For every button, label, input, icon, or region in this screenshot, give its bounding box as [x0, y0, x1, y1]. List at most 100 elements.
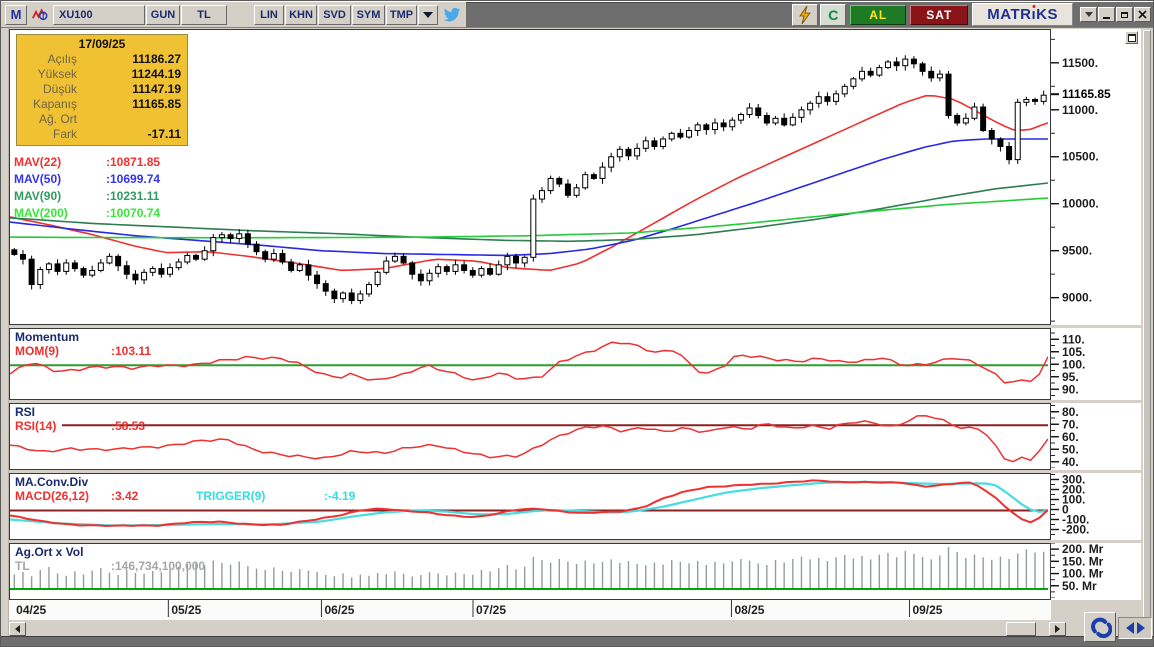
arrow-left-icon [15, 625, 20, 633]
toolbar-button-lin[interactable]: LIN [254, 4, 284, 25]
window-menu-button[interactable] [1080, 7, 1097, 22]
volume-panel: Ag.Ort x Vol TL:146,734,100,000 200. Mr 1… [9, 543, 1141, 600]
twitter-icon[interactable] [439, 5, 465, 25]
toolbar-button-tmp[interactable]: TMP [386, 4, 417, 25]
rsi-plot[interactable]: RSI RSI(14):58.53 [9, 403, 1051, 470]
toolbar-button-gun[interactable]: GUN [146, 4, 180, 25]
volume-plot[interactable]: Ag.Ort x Vol TL:146,734,100,000 [9, 543, 1051, 600]
svg-text:11165.85: 11165.85 [1062, 87, 1111, 101]
svg-text:50.: 50. [1062, 442, 1079, 456]
svg-text:110.: 110. [1062, 332, 1085, 346]
svg-text:100. Mr: 100. Mr [1062, 567, 1104, 581]
info-row: Kapanış 11165.85 [32, 97, 181, 111]
symbol-input[interactable]: XU100 [53, 4, 145, 25]
info-row: Ağ. Ort [38, 112, 77, 126]
macd-panel: MA.Conv.Div MACD(26,12):3.42 TRIGGER(9):… [9, 473, 1141, 540]
ohlc-info-box: 17/09/25 Açılış 11186.27 Yüksek 11244.19 Düş… [16, 34, 188, 146]
main-chart-panel: 17/09/25 Açılış 11186.27 Yüksek 11244.19 Düş… [9, 29, 1141, 325]
date-axis-labels: 04/25 05/25 06/25 07/25 08/25 09/25 [9, 600, 1051, 620]
svg-text:05/25: 05/25 [171, 603, 201, 617]
info-row: Düşük 11147.19 [42, 82, 181, 96]
svg-text:10000.: 10000. [1062, 197, 1099, 211]
svg-text:200.: 200. [1062, 483, 1085, 497]
period-nav [1118, 617, 1152, 639]
toolbar-button-tl[interactable]: TL [181, 4, 227, 25]
macd-title: MA.Conv.Div [15, 475, 89, 489]
mav-legend-row: MAV(50):10699.74 [14, 172, 161, 186]
app-menu-button[interactable]: M [5, 4, 27, 25]
minimize-icon [1103, 16, 1110, 19]
sell-button[interactable]: SAT [910, 4, 969, 25]
nav-left-icon[interactable] [1125, 622, 1134, 634]
flash-icon[interactable] [792, 3, 819, 26]
price-axis: 11500. 11000. 10500. 10000. 9500. 9000. 11165.… [1051, 29, 1141, 325]
svg-text:07/25: 07/25 [476, 603, 506, 617]
bottom-window-edge [1, 636, 1153, 646]
triangle-down-icon [1084, 12, 1093, 17]
svg-text:06/25: 06/25 [324, 603, 354, 617]
nav-right-icon[interactable] [1136, 622, 1145, 634]
svg-text:80.: 80. [1062, 405, 1079, 419]
macd-label: MACD(26,12):3.42 [15, 489, 139, 503]
svg-text:11000.: 11000. [1062, 103, 1098, 117]
chevron-down-icon [423, 11, 433, 18]
svg-text:90.: 90. [1062, 382, 1079, 396]
svg-text:105.: 105. [1062, 345, 1085, 359]
svg-text:150. Mr: 150. Mr [1062, 554, 1104, 568]
buy-button[interactable]: AL [850, 4, 907, 25]
rsi-title: RSI [15, 405, 36, 419]
momentum-plot[interactable]: Momentum MOM(9):103.11 [9, 328, 1051, 400]
volume-label: TL:146,734,100,000 [15, 559, 206, 573]
matriks-logo-icon [28, 5, 52, 25]
date-axis: 04/25 05/25 06/25 07/25 08/25 09/25 [9, 600, 1141, 620]
close-button[interactable] [1134, 7, 1151, 22]
svg-text:-100.: -100. [1062, 513, 1089, 527]
svg-text:09/25: 09/25 [912, 603, 942, 617]
toolbar: M XU100 GUN TL LIN KHN SVD SYM TMP [1, 1, 1153, 28]
horizontal-scrollbar [9, 620, 1141, 638]
toolbar-button-svd[interactable]: SVD [318, 4, 351, 25]
scroll-left-button[interactable] [9, 622, 26, 636]
toolbar-filler [466, 2, 793, 27]
arrow-right-icon [1055, 625, 1060, 633]
svg-text:200. Mr: 200. Mr [1062, 543, 1104, 556]
refresh-icon [1091, 617, 1112, 639]
info-row: Açılış 11186.27 [47, 52, 181, 66]
left-window-edge [1, 28, 9, 646]
volume-title: Ag.Ort x Vol [15, 545, 84, 559]
date-axis-corner [1051, 600, 1141, 620]
info-date: 17/09/25 [78, 37, 126, 51]
panel-maximize-button[interactable] [1125, 31, 1138, 44]
svg-text:100.: 100. [1062, 493, 1085, 507]
mav-legend-row: MAV(90):10231.11 [14, 189, 160, 203]
svg-text:60.: 60. [1062, 430, 1079, 444]
svg-text:0: 0 [1062, 503, 1069, 517]
minimize-button[interactable] [1098, 7, 1115, 22]
svg-text:70.: 70. [1062, 417, 1079, 431]
toolbar-button-sym[interactable]: SYM [352, 4, 385, 25]
refresh-button[interactable] [1084, 612, 1116, 642]
momentum-label: MOM(9):103.11 [15, 344, 152, 358]
rsi-axis: 80. 70. 60. 50. 40. [1051, 403, 1141, 470]
close-icon [1138, 10, 1147, 19]
restore-icon [1121, 11, 1128, 18]
rsi-panel: RSI RSI(14):58.53 80. 70. 60. 50. 40. [9, 403, 1141, 470]
macd-plot[interactable]: MA.Conv.Div MACD(26,12):3.42 TRIGGER(9):… [9, 473, 1051, 540]
restore-button[interactable] [1116, 7, 1133, 22]
scroll-right-button[interactable] [1049, 622, 1066, 636]
price-plot[interactable]: 17/09/25 Açılış 11186.27 Yüksek 11244.19 Düş… [9, 29, 1051, 325]
toolbar-button-khn[interactable]: KHN [285, 4, 317, 25]
connection-status-icon[interactable]: C [820, 3, 847, 26]
scrollbar-thumb[interactable] [1006, 622, 1036, 636]
chart-type-dropdown[interactable] [418, 4, 438, 25]
svg-text:300.: 300. [1062, 473, 1085, 487]
momentum-axis: 110. 105. 100. 95. 90. [1051, 328, 1141, 400]
svg-text:11500.: 11500. [1062, 56, 1098, 70]
momentum-title: Momentum [15, 330, 79, 344]
matriks-brand-logo: MATRı KS [972, 3, 1073, 26]
mav-legend-row: MAV(200):10070.74 [14, 206, 161, 220]
toolbar-left: M XU100 GUN TL LIN KHN SVD SYM TMP [1, 2, 466, 27]
rsi-label: RSI(14):58.53 [15, 419, 146, 433]
svg-text:50. Mr: 50. Mr [1062, 579, 1097, 593]
